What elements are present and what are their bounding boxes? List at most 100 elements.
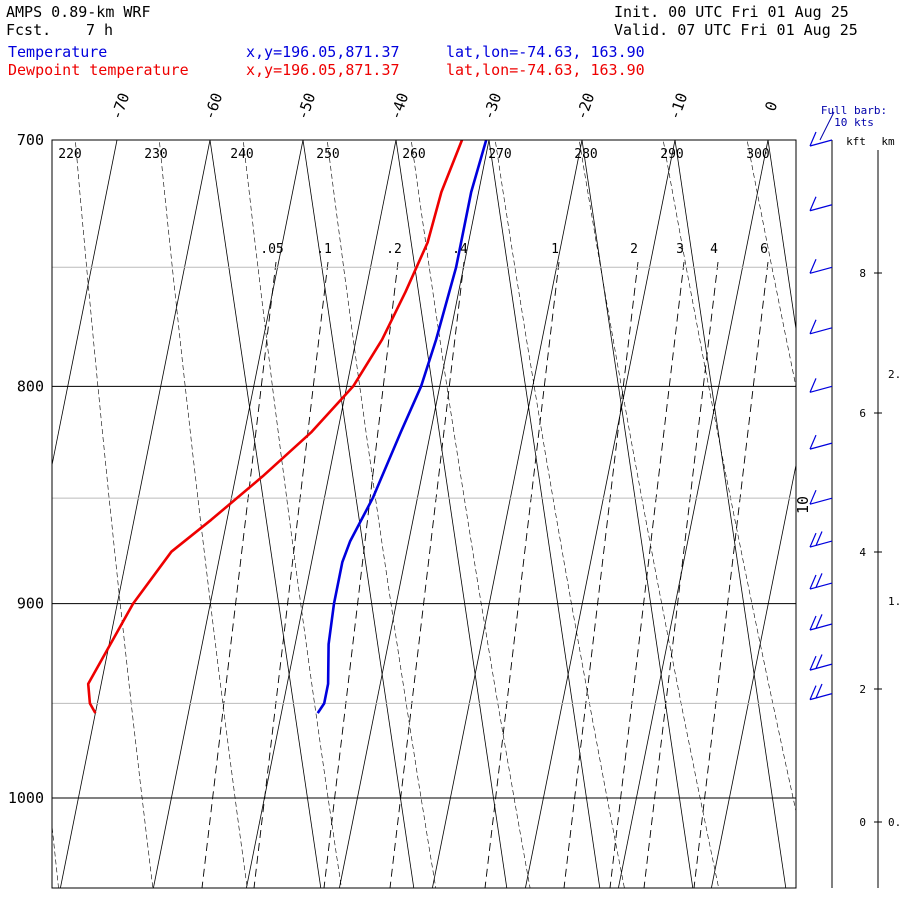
isotherm-label: -20 — [572, 90, 598, 122]
mixing-ratio-line — [253, 261, 329, 888]
pressure-tick-label: 800 — [17, 377, 44, 395]
wind-barb-staff — [809, 139, 833, 147]
km-tick-label: 1. — [888, 595, 900, 608]
dry-adiabat-line — [158, 140, 248, 888]
wind-barb-staff — [809, 497, 833, 505]
isotherm-line — [432, 140, 583, 888]
wind-barb-flag — [809, 685, 817, 700]
wind-barb — [809, 614, 833, 631]
mixing-ratio-line — [201, 261, 277, 888]
legend-dewpoint-xy: x,y=196.05,871.37 — [246, 61, 400, 79]
valid-time: Valid. 07 UTC Fri 01 Aug 25 — [614, 21, 858, 39]
kft-tick-label: 0 — [859, 816, 866, 829]
legend-temperature-latlon: lat,lon=-74.63, 163.90 — [446, 43, 645, 61]
wind-barb — [809, 196, 833, 212]
wind-barb-flag — [809, 489, 817, 505]
moist-adiabat-line — [488, 140, 601, 888]
mixing-ratio-line — [563, 261, 639, 888]
legend-dewpoint-label: Dewpoint temperature — [8, 61, 189, 79]
km-label: km — [881, 135, 895, 148]
fcst-value: 7 h — [86, 21, 114, 39]
wind-barb-staff — [809, 663, 833, 671]
isotherm-line — [618, 140, 769, 888]
mixing-ratio-label: .2 — [386, 242, 402, 257]
wind-barb-flag — [809, 196, 817, 211]
wind-barb-flag — [809, 319, 817, 335]
dry-adiabat-line — [242, 140, 342, 888]
pressure-tick-label: 700 — [17, 131, 44, 149]
mixing-ratio-line — [389, 261, 465, 888]
mixing-ratio-label: 6 — [760, 242, 768, 257]
isotherm-line — [0, 140, 24, 888]
kft-tick-label: 6 — [859, 407, 866, 420]
right-annotation: 10 — [794, 496, 812, 514]
dry-adiabat-label: 220 — [58, 147, 81, 162]
mixing-ratio-label: .1 — [316, 242, 332, 257]
wind-barb-flag — [809, 615, 817, 631]
dry-adiabat-label: 290 — [660, 147, 683, 162]
dry-adiabat-line — [52, 823, 59, 888]
wind-barb-flag — [815, 614, 823, 629]
pressure-tick-label: 1000 — [8, 789, 44, 807]
barb-legend-line — [819, 111, 835, 141]
isotherm-label: -70 — [107, 90, 133, 122]
moist-adiabat-line — [302, 140, 415, 888]
dry-adiabat-label: 280 — [574, 147, 597, 162]
mixing-ratio-line — [609, 261, 685, 888]
wind-barb-staff — [809, 204, 833, 212]
moist-adiabat-line — [581, 140, 694, 888]
wind-barb — [809, 654, 833, 671]
barb-legend-text: Full barb: — [821, 104, 887, 117]
moist-adiabat-line — [767, 140, 796, 332]
wind-barb-staff — [809, 582, 833, 590]
dry-adiabat-line — [410, 140, 531, 888]
moist-adiabat-line — [209, 140, 322, 888]
mixing-ratio-label: 1 — [551, 242, 559, 257]
isotherm-label: 0 — [761, 99, 781, 114]
km-tick-label: 0. — [888, 816, 900, 829]
wind-barb-staff — [809, 327, 833, 335]
mixing-ratio-line — [323, 261, 399, 888]
moist-adiabat-line — [861, 140, 900, 888]
wind-barb-flag — [809, 131, 817, 147]
wind-barb-flag — [815, 573, 823, 588]
moist-adiabat-line — [395, 140, 508, 888]
model-title: AMPS 0.89-km WRF — [6, 3, 151, 21]
fcst-label: Fcst. — [6, 21, 52, 39]
wind-barb-flag — [815, 683, 823, 699]
isotherm-line — [60, 140, 211, 888]
pressure-tick-label: 900 — [17, 595, 44, 613]
isotherm-line — [804, 140, 900, 888]
dry-adiabat-label: 260 — [402, 147, 425, 162]
wind-barb — [809, 378, 833, 393]
init-time: Init. 00 UTC Fri 01 Aug 25 — [614, 3, 849, 21]
wind-barb — [809, 531, 833, 548]
mixing-ratio-line — [643, 261, 719, 888]
barb-legend-text: 10 kts — [834, 116, 874, 129]
wind-barb-staff — [809, 385, 833, 393]
wind-barb-flag — [809, 259, 817, 274]
dry-adiabat-line — [74, 140, 154, 888]
wind-barb — [809, 434, 833, 450]
wind-barb — [809, 573, 833, 590]
isotherm-label: -10 — [665, 90, 691, 122]
wind-barb-flag — [809, 378, 817, 393]
isotherm-line — [153, 140, 304, 888]
km-tick-label: 2. — [888, 368, 900, 381]
kft-tick-label: 8 — [859, 267, 866, 280]
wind-barb — [809, 683, 833, 701]
wind-barb-staff — [809, 693, 833, 701]
dry-adiabat-label: 250 — [316, 147, 339, 162]
legend-dewpoint-latlon: lat,lon=-74.63, 163.90 — [446, 61, 645, 79]
isotherm-line — [52, 140, 118, 468]
mixing-ratio-label: 3 — [676, 242, 684, 257]
wind-barb-flag — [809, 655, 817, 671]
wind-barb-staff — [809, 442, 833, 450]
wind-barb-staff — [809, 266, 833, 274]
wind-barb-flag — [815, 654, 823, 669]
dry-adiabat-line — [326, 140, 437, 888]
dry-adiabat-label: 240 — [230, 147, 253, 162]
wind-barb-staff — [809, 623, 833, 631]
isotherm-line — [525, 140, 676, 888]
mixing-ratio-label: 4 — [710, 242, 718, 257]
